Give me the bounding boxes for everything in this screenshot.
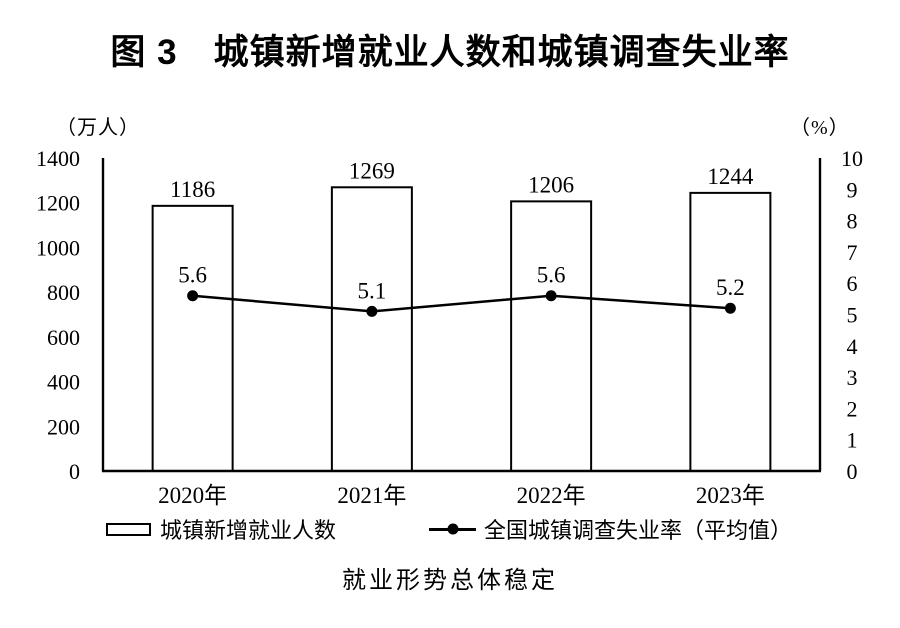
right-axis-tick: 3 — [847, 365, 858, 390]
right-axis-unit-label: （%） — [790, 117, 850, 139]
x-axis-label: 2021年 — [337, 483, 406, 508]
bar-2020年 — [151, 204, 234, 472]
left-axis-tick: 600 — [47, 325, 80, 350]
left-axis-tick: 0 — [69, 459, 80, 484]
x-axis-label: 2023年 — [696, 483, 765, 508]
line-point — [545, 290, 557, 302]
bar-value-label: 1206 — [528, 172, 574, 197]
line-point — [724, 302, 736, 314]
line-point — [187, 290, 199, 302]
line-value-label: 5.6 — [178, 263, 207, 288]
legend-label-line: 全国城镇调查失业率（平均值） — [484, 518, 793, 543]
left-axis-tick: 400 — [47, 370, 80, 395]
left-axis-tick: 200 — [47, 414, 80, 439]
unemployment-rate-line — [192, 294, 731, 313]
right-axis-tick: 8 — [847, 209, 858, 234]
bar-2023年 — [689, 191, 772, 472]
bar-2021年 — [330, 186, 413, 472]
x-axis-label: 2022年 — [517, 483, 586, 508]
bar-value-label: 1186 — [170, 177, 215, 202]
bar-value-label: 1269 — [349, 158, 395, 183]
bar-swatch-icon — [106, 522, 151, 536]
right-axis-tick: 6 — [847, 271, 858, 296]
left-axis-tick: 1000 — [36, 235, 80, 260]
right-axis-tick: 5 — [847, 303, 858, 328]
line-value-label: 5.1 — [358, 278, 387, 303]
bar-2022年 — [510, 200, 593, 472]
right-axis-tick: 4 — [847, 334, 858, 359]
bar-value-label: 1244 — [707, 164, 754, 189]
x-axis-label: 2020年 — [158, 483, 227, 508]
legend-item-line: 全国城镇调查失业率（平均值） — [429, 517, 792, 543]
right-axis-tick: 9 — [847, 177, 858, 202]
chart-caption: 就业形势总体稳定 — [342, 568, 558, 594]
right-axis-tick: 1 — [847, 428, 858, 453]
line-swatch-icon — [429, 523, 476, 535]
line-value-label: 5.6 — [537, 263, 566, 288]
legend-item-bar: 城镇新增就业人数 — [106, 517, 336, 543]
line-point — [366, 305, 378, 317]
right-axis-tick: 7 — [847, 240, 858, 265]
left-axis-tick: 800 — [47, 280, 80, 305]
right-axis-tick: 2 — [847, 396, 858, 421]
right-axis-tick: 10 — [841, 146, 863, 171]
right-axis-tick: 0 — [847, 459, 858, 484]
chart-title: 图 3 城镇新增就业人数和城镇调查失业率 — [110, 33, 790, 72]
left-axis-tick: 1200 — [36, 191, 80, 216]
left-axis-unit-label: （万人） — [56, 117, 140, 139]
line-value-label: 5.2 — [716, 275, 745, 300]
line-dot-icon — [447, 523, 458, 535]
left-axis-tick: 1400 — [36, 146, 80, 171]
legend-label-bar: 城镇新增就业人数 — [160, 518, 337, 543]
